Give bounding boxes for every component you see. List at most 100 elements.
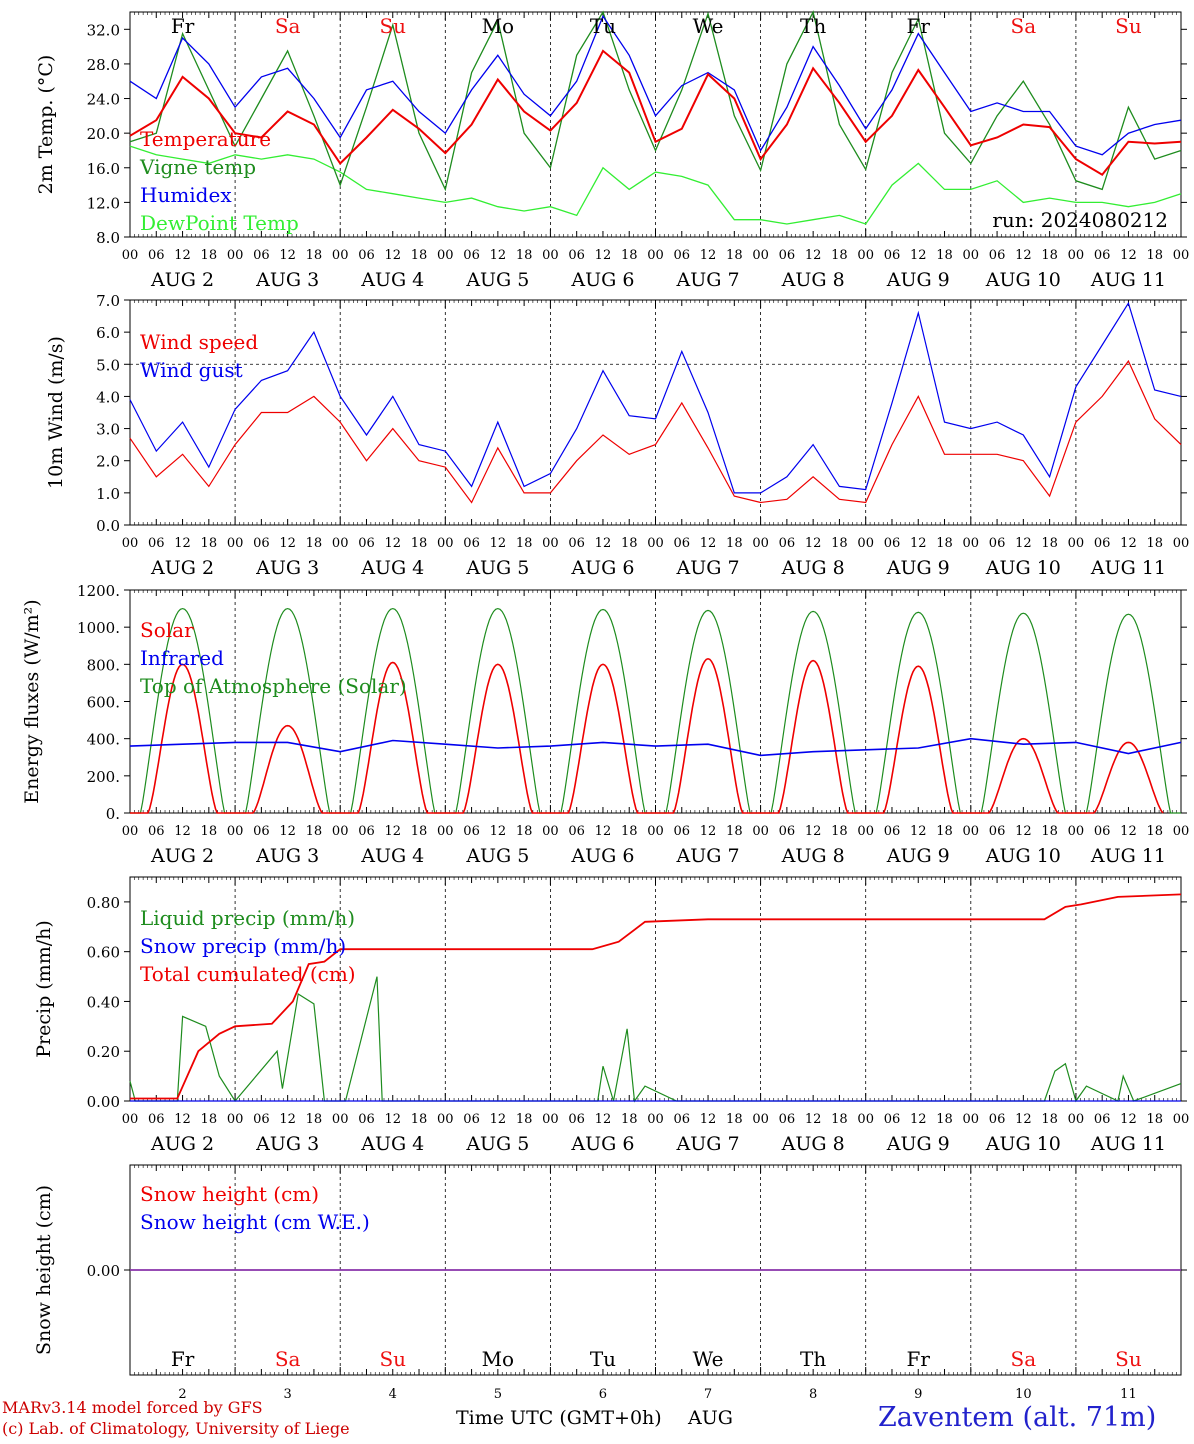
hour-tick-label: 00 xyxy=(332,248,349,263)
y-tick-label: 1.0 xyxy=(96,485,120,503)
y-tick-label: 600. xyxy=(87,694,120,712)
date-label: AUG 4 xyxy=(360,269,424,291)
hour-tick-label: 18 xyxy=(306,248,323,263)
panel-1: 8.0 12.0 16.0 20.0 24.0 28.0 32.0 2m Temp. (°C)… xyxy=(35,10,1189,291)
hour-tick-label: 12 xyxy=(805,1112,822,1127)
hour-tick-label: 00 xyxy=(857,1112,874,1127)
hour-tick-label: 00 xyxy=(857,536,874,551)
y-tick-label: 16.0 xyxy=(87,160,120,178)
series-line-vigne-temp xyxy=(129,10,1182,192)
hour-tick-label: 06 xyxy=(1094,248,1111,263)
date-label: AUG 7 xyxy=(676,1133,740,1155)
y-axis-label: Snow height (cm) xyxy=(33,1185,55,1355)
legend-label: Snow height (cm) xyxy=(140,1182,319,1206)
hour-tick-label: 00 xyxy=(647,1112,664,1127)
date-label: AUG 11 xyxy=(1090,557,1166,579)
date-label: AUG 4 xyxy=(360,1133,424,1155)
day-abbr-top: Th xyxy=(800,14,826,38)
hour-tick-label: 18 xyxy=(936,248,953,263)
y-tick-label: 0.80 xyxy=(87,894,120,912)
y-tick-label: 28.0 xyxy=(87,56,120,74)
hour-tick-label: 12 xyxy=(490,824,507,839)
hour-tick-label: 18 xyxy=(516,824,533,839)
hour-tick-label: 00 xyxy=(227,1112,244,1127)
hour-tick-label: 18 xyxy=(411,536,428,551)
hour-tick-label: 06 xyxy=(674,1112,691,1127)
hour-tick-label: 00 xyxy=(122,1112,139,1127)
day-abbr-top: Fr xyxy=(171,14,195,38)
day-number-label: 7 xyxy=(704,1387,712,1402)
hour-tick-label: 00 xyxy=(542,1112,559,1127)
legend-label: Top of Atmosphere (Solar) xyxy=(140,674,407,698)
hour-tick-label: 06 xyxy=(358,248,375,263)
hour-tick-label: 06 xyxy=(463,824,480,839)
month-label: AUG xyxy=(687,1407,733,1429)
y-tick-label: 24.0 xyxy=(87,91,120,109)
hour-tick-label: 06 xyxy=(1094,824,1111,839)
hour-tick-label: 00 xyxy=(647,824,664,839)
hour-tick-label: 00 xyxy=(122,248,139,263)
hour-tick-label: 00 xyxy=(963,536,980,551)
day-abbr-label: Th xyxy=(800,1347,826,1371)
hour-tick-label: 06 xyxy=(148,536,165,551)
y-tick-label: 1200. xyxy=(77,582,120,600)
hour-tick-label: 18 xyxy=(516,536,533,551)
hour-tick-label: 12 xyxy=(1015,248,1032,263)
hour-tick-label: 06 xyxy=(148,248,165,263)
hour-tick-label: 00 xyxy=(647,248,664,263)
hour-tick-label: 18 xyxy=(1146,248,1163,263)
hour-tick-label: 06 xyxy=(989,824,1006,839)
day-abbr-top: Tu xyxy=(590,14,616,38)
legend-label: Wind gust xyxy=(140,358,243,382)
y-tick-label: 0. xyxy=(106,805,120,823)
hour-tick-label: 12 xyxy=(595,248,612,263)
date-label: AUG 5 xyxy=(465,1133,529,1155)
date-label: AUG 2 xyxy=(150,1133,214,1155)
hour-tick-label: 00 xyxy=(332,824,349,839)
hour-tick-label: 00 xyxy=(1173,1112,1190,1127)
date-label: AUG 3 xyxy=(255,1133,319,1155)
series-line-total-cumulated-cm- xyxy=(130,893,1182,1100)
date-label: AUG 8 xyxy=(781,1133,845,1155)
legend-label: Liquid precip (mm/h) xyxy=(140,906,355,930)
hour-tick-label: 18 xyxy=(411,248,428,263)
hour-tick-label: 12 xyxy=(700,248,717,263)
hour-tick-label: 18 xyxy=(1041,536,1058,551)
hour-tick-label: 00 xyxy=(752,248,769,263)
hour-tick-label: 06 xyxy=(674,536,691,551)
hour-tick-label: 18 xyxy=(831,536,848,551)
hour-tick-label: 12 xyxy=(910,536,927,551)
hour-tick-label: 00 xyxy=(963,248,980,263)
hour-tick-label: 18 xyxy=(831,824,848,839)
day-abbr-top: Sa xyxy=(275,14,301,38)
hour-tick-label: 00 xyxy=(332,536,349,551)
hour-tick-label: 18 xyxy=(726,536,743,551)
hour-tick-label: 18 xyxy=(726,1112,743,1127)
hour-tick-label: 18 xyxy=(1041,1112,1058,1127)
panel-3: 0. 200. 400. 600. 800. 1000. 1200. Energy fluxe… xyxy=(21,582,1189,867)
hour-tick-label: 18 xyxy=(831,248,848,263)
hour-tick-label: 18 xyxy=(621,536,638,551)
date-label: AUG 11 xyxy=(1090,845,1166,867)
series-line-infrared xyxy=(129,737,1182,757)
day-abbr-label: Sa xyxy=(1011,1347,1037,1371)
hour-tick-label: 06 xyxy=(253,248,270,263)
legend-label: Total cumulated (cm) xyxy=(140,962,356,986)
day-abbr-top: Su xyxy=(1115,14,1142,38)
hour-tick-label: 12 xyxy=(1120,536,1137,551)
hour-tick-label: 12 xyxy=(700,1112,717,1127)
hour-tick-label: 18 xyxy=(936,536,953,551)
hour-tick-label: 00 xyxy=(122,824,139,839)
hour-tick-label: 00 xyxy=(1068,1112,1085,1127)
day-abbr-label: Su xyxy=(1115,1347,1142,1371)
date-label: AUG 6 xyxy=(570,1133,634,1155)
y-tick-label: 20.0 xyxy=(87,125,120,143)
hour-tick-label: 12 xyxy=(700,536,717,551)
hour-tick-label: 18 xyxy=(306,536,323,551)
hour-tick-label: 18 xyxy=(411,1112,428,1127)
hour-tick-label: 18 xyxy=(1041,248,1058,263)
y-axis-label: 10m Wind (m/s) xyxy=(45,336,67,489)
hour-tick-label: 00 xyxy=(752,824,769,839)
y-tick-label: 0.20 xyxy=(87,1043,120,1061)
date-label: AUG 2 xyxy=(150,845,214,867)
